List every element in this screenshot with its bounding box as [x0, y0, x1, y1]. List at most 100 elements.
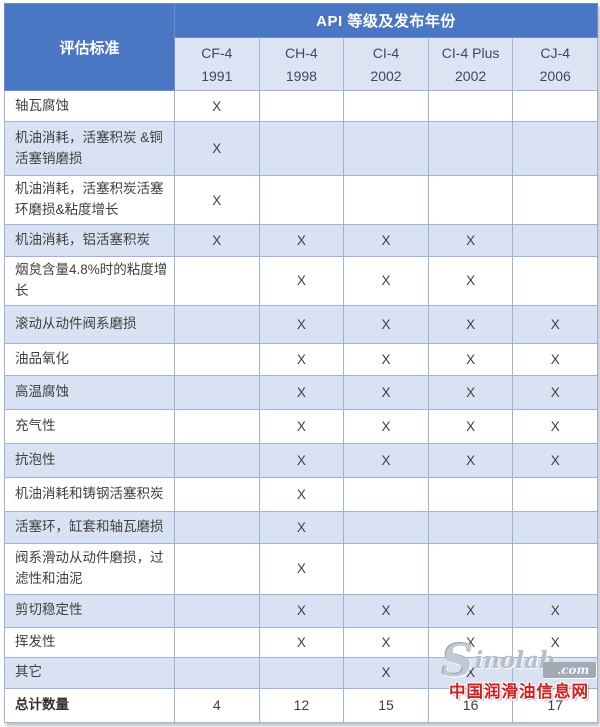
table-row: 机油消耗，活塞积炭 &铜活塞销磨损 X	[4, 121, 599, 176]
mark-cell: X	[427, 304, 514, 344]
api-grades-table: 评估标准 API 等级及发布年份 CF-4 1991 CH-4 1998 CI-…	[4, 3, 599, 723]
table-row: 机油消耗，铝活塞积炭 X X X X	[4, 224, 599, 257]
mark-cell: X	[258, 224, 345, 257]
mark-cell	[343, 175, 429, 225]
grade-year: 2002	[370, 67, 402, 84]
grade-label: CF-4	[201, 44, 233, 61]
mark-cell: X	[343, 593, 429, 628]
mark-cell	[343, 121, 429, 176]
mark-cell: X	[427, 256, 514, 306]
mark-cell: X	[512, 408, 599, 444]
mark-cell: X	[258, 442, 345, 478]
mark-cell: X	[512, 304, 599, 344]
column-header-ch4: CH-4 1998	[258, 37, 345, 91]
criteria-label: 高温腐蚀	[4, 374, 175, 410]
total-label: 总计数量	[4, 687, 175, 723]
mark-cell: X	[427, 342, 514, 376]
mark-cell	[174, 304, 260, 344]
mark-cell: X	[258, 593, 345, 628]
mark-cell	[512, 175, 599, 225]
mark-cell	[512, 542, 599, 595]
criteria-label: 抗泡性	[4, 442, 175, 478]
mark-cell: X	[427, 593, 514, 628]
table-row: 机油消耗和铸钢活塞积炭 X	[4, 476, 599, 512]
table-row: 抗泡性 X X X X	[4, 442, 599, 478]
grade-label: CI-4	[372, 44, 400, 61]
table-title: API 等级及发布年份	[173, 3, 599, 38]
mark-cell: X	[512, 442, 599, 478]
mark-cell: X	[258, 542, 345, 595]
mark-cell: X	[343, 304, 429, 344]
criteria-label: 机油消耗，铝活塞积炭	[4, 224, 175, 257]
mark-cell: X	[512, 656, 599, 689]
mark-cell: X	[427, 224, 514, 257]
table-row: 挥发性 X X X X	[4, 626, 599, 658]
mark-cell: X	[427, 442, 514, 478]
mark-cell	[427, 476, 514, 512]
mark-cell: X	[427, 408, 514, 444]
mark-cell	[512, 510, 599, 544]
criteria-label: 烟炱含量4.8%时的粘度增长	[4, 256, 175, 306]
mark-cell: X	[258, 256, 345, 306]
total-row: 总计数量 4 12 15 16 17	[4, 687, 599, 723]
mark-cell: X	[258, 476, 345, 512]
mark-cell: X	[512, 626, 599, 658]
mark-cell	[427, 175, 514, 225]
criteria-label: 活塞环，缸套和轴瓦磨损	[4, 510, 175, 544]
mark-cell: X	[343, 656, 429, 689]
table-row: 滚动从动件阀系磨损 X X X X	[4, 304, 599, 344]
total-value: 16	[427, 687, 514, 723]
grade-label: CI-4 Plus	[441, 44, 500, 61]
mark-cell	[512, 256, 599, 306]
mark-cell	[427, 542, 514, 595]
grade-year: 1998	[285, 67, 317, 84]
mark-cell	[343, 90, 429, 122]
mark-cell	[258, 121, 345, 176]
mark-cell	[258, 175, 345, 225]
table-row: 阀系滑动从动件磨损，过滤性和油泥 X	[4, 542, 599, 595]
table-row: 机油消耗，活塞积炭活塞环磨损&粘度增长 X	[4, 175, 599, 225]
table-row: 高温腐蚀 X X X X	[4, 374, 599, 410]
mark-cell	[512, 90, 599, 122]
criteria-label: 机油消耗，活塞积炭活塞环磨损&粘度增长	[4, 175, 175, 225]
mark-cell	[174, 476, 260, 512]
grade-year: 2002	[455, 67, 487, 84]
mark-cell: X	[343, 408, 429, 444]
total-value: 12	[258, 687, 345, 723]
mark-cell: X	[174, 121, 260, 176]
criteria-label: 挥发性	[4, 626, 175, 658]
mark-cell	[174, 408, 260, 444]
column-header-ci4plus: CI-4 Plus 2002	[427, 37, 514, 91]
mark-cell: X	[258, 304, 345, 344]
mark-cell	[174, 510, 260, 544]
mark-cell	[174, 374, 260, 410]
mark-cell	[512, 224, 599, 257]
mark-cell: X	[343, 374, 429, 410]
mark-cell: X	[343, 224, 429, 257]
grade-label: CH-4	[285, 44, 318, 61]
criteria-label: 轴瓦腐蚀	[4, 90, 175, 122]
mark-cell: X	[343, 256, 429, 306]
criteria-label: 油品氧化	[4, 342, 175, 376]
mark-cell: X	[174, 175, 260, 225]
grade-label: CJ-4	[540, 44, 570, 61]
table-row: 充气性 X X X X	[4, 408, 599, 444]
header-row-grades: CF-4 1991 CH-4 1998 CI-4 2002 CI-4 Plus …	[5, 37, 599, 91]
mark-cell: X	[343, 626, 429, 658]
mark-cell: X	[512, 342, 599, 376]
mark-cell: X	[512, 374, 599, 410]
mark-cell	[512, 121, 599, 176]
mark-cell: X	[427, 626, 514, 658]
mark-cell	[174, 256, 260, 306]
table-row: 轴瓦腐蚀 X	[4, 90, 599, 122]
total-value: 17	[512, 687, 599, 723]
mark-cell	[174, 442, 260, 478]
table-row: 活塞环，缸套和轴瓦磨损 X	[4, 510, 599, 544]
mark-cell	[427, 121, 514, 176]
criteria-label: 充气性	[4, 408, 175, 444]
criteria-label: 机油消耗和铸钢活塞积炭	[4, 476, 175, 512]
header-row-title: 评估标准 API 等级及发布年份	[4, 3, 599, 91]
mark-cell	[174, 542, 260, 595]
mark-cell: X	[512, 593, 599, 628]
mark-cell: X	[258, 510, 345, 544]
